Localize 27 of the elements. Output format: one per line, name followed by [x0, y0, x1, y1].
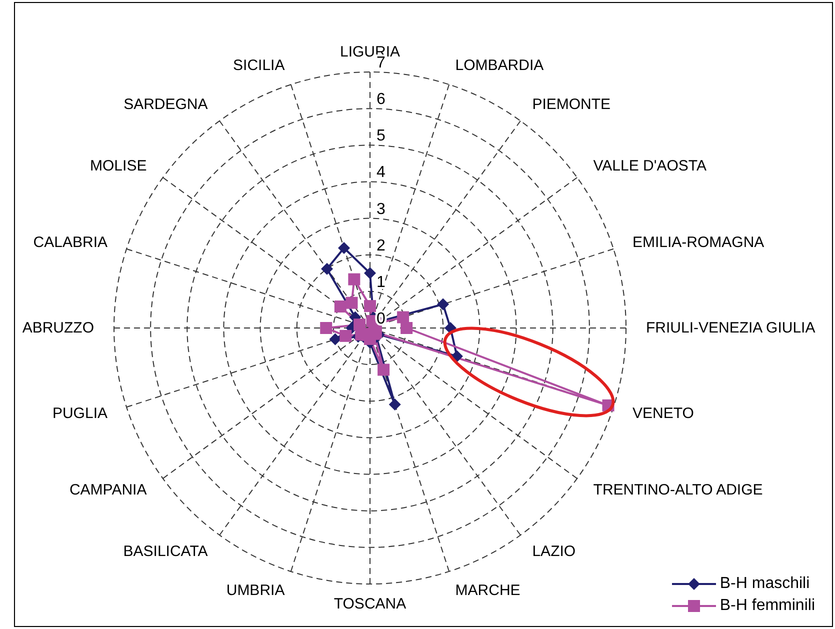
spoke-label: UMBRIA: [226, 582, 285, 599]
spoke-label: SICILIA: [233, 57, 285, 74]
spoke-label: LAZIO: [532, 542, 576, 560]
spoke-label: PIEMONTE: [532, 96, 611, 114]
y-tick-label: 6: [376, 91, 386, 108]
spoke-label: SARDEGNA: [124, 96, 208, 114]
y-tick-label: 3: [376, 200, 386, 218]
spoke-label: EMILIA-ROMAGNA: [632, 234, 764, 252]
y-tick-label: 1: [376, 274, 386, 291]
spoke-label: TRENTINO-ALTO ADIGE: [593, 482, 763, 499]
spoke-label: FRIULI-VENEZIA GIULIA: [646, 320, 816, 336]
spoke-label: MOLISE: [90, 157, 147, 174]
spoke-label: CAMPANIA: [69, 482, 147, 499]
y-tick-label: 4: [376, 164, 386, 182]
spoke-label: TOSCANA: [334, 596, 406, 612]
spoke-label: LOMBARDIA: [455, 57, 544, 74]
legend-label: B-H maschili: [720, 575, 810, 593]
spoke-label: PUGLIA: [52, 404, 108, 422]
y-tick-label: 2: [376, 237, 386, 254]
spoke-label: CALABRIA: [33, 234, 108, 252]
spoke-label: ABRUZZO: [22, 320, 94, 336]
y-tick-label: 5: [376, 128, 386, 145]
legend-label: B-H femminili: [720, 597, 815, 615]
spoke-label: BASILICATA: [123, 542, 208, 560]
spoke-label: VENETO: [632, 404, 694, 422]
spoke-label: VALLE D'AOSTA: [593, 157, 706, 174]
spoke-label: MARCHE: [455, 582, 520, 599]
